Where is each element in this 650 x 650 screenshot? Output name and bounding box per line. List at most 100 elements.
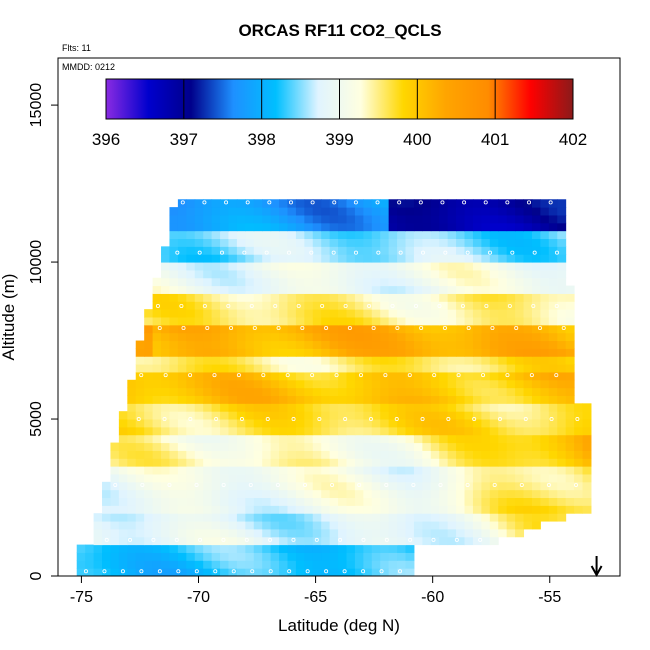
heatmap-cell [447, 364, 457, 373]
heatmap-cell [118, 505, 128, 514]
heatmap-cell [388, 364, 398, 373]
flight-track-marker [163, 373, 168, 378]
heatmap-cell [127, 489, 137, 499]
heatmap-cell [371, 473, 381, 483]
heatmap-cell [498, 199, 508, 208]
heatmap-cell [203, 379, 213, 389]
heatmap-cell [194, 230, 204, 240]
heatmap-cell [338, 568, 347, 576]
heatmap-cell [220, 348, 229, 357]
heatmap-cell [312, 348, 322, 357]
heatmap-cell [380, 513, 390, 522]
heatmap-cell [363, 324, 373, 334]
heatmap-cell [388, 301, 398, 310]
heatmap-cell [439, 442, 449, 451]
heatmap-cell [236, 246, 246, 255]
flight-track-marker [462, 200, 467, 205]
heatmap-cell [405, 262, 415, 271]
heatmap-cell [489, 238, 499, 247]
heatmap-cell [388, 277, 398, 287]
heatmap-cell [194, 340, 204, 349]
heatmap-cell [161, 379, 170, 389]
heatmap-cell [228, 395, 238, 404]
heatmap-cell [506, 442, 516, 451]
heatmap-cell [304, 387, 314, 396]
heatmap-cell [245, 199, 255, 208]
heatmap-cell [220, 466, 229, 475]
heatmap-cell [262, 568, 272, 576]
heatmap-cell [397, 505, 407, 514]
heatmap-cell [329, 348, 339, 357]
heatmap-cell [304, 332, 314, 342]
heatmap-cell [515, 238, 525, 247]
heatmap-cell [329, 364, 339, 373]
heatmap-cell [211, 246, 221, 255]
heatmap-cell [422, 199, 432, 208]
heatmap-cell [388, 442, 398, 451]
heatmap-cell [363, 254, 373, 263]
heatmap-cell [169, 238, 179, 247]
heatmap-cell [548, 207, 558, 216]
heatmap-cell [135, 379, 145, 389]
heatmap-cell [489, 317, 499, 326]
heatmap-cell [371, 489, 381, 499]
heatmap-cell [312, 277, 322, 287]
heatmap-cell [152, 528, 162, 538]
heatmap-surface [76, 199, 592, 576]
heatmap-cell [262, 230, 272, 240]
heatmap-cell [430, 387, 440, 396]
heatmap-cell [245, 411, 255, 420]
heatmap-cell [346, 552, 356, 561]
flight-track-marker [320, 304, 325, 309]
flight-track-marker [514, 325, 519, 330]
heatmap-cell [236, 544, 246, 553]
heatmap-cell [321, 513, 331, 522]
heatmap-cell [405, 387, 415, 396]
heatmap-cell [489, 348, 499, 357]
heatmap-cell [380, 497, 390, 506]
heatmap-cell [430, 489, 440, 499]
heatmap-cell [270, 419, 280, 428]
heatmap-cell [76, 552, 86, 561]
heatmap-cell [363, 442, 373, 451]
flight-track-marker [481, 373, 486, 378]
heatmap-cell [422, 505, 432, 514]
heatmap-cell [253, 513, 263, 522]
heatmap-cell [413, 364, 423, 373]
heatmap-cell [489, 285, 499, 294]
heatmap-cell [380, 379, 390, 389]
heatmap-cell [295, 356, 305, 365]
heatmap-cell [295, 403, 305, 412]
heatmap-cell [531, 301, 541, 310]
heatmap-cell [363, 207, 373, 216]
heatmap-cell [380, 364, 390, 373]
heatmap-cell [220, 568, 229, 576]
heatmap-cell [236, 238, 246, 247]
heatmap-cell [152, 466, 162, 475]
heatmap-cell [439, 214, 449, 224]
heatmap-cell [523, 254, 533, 263]
flight-track-marker [249, 304, 254, 309]
flight-track-marker [151, 537, 156, 542]
heatmap-cell [236, 356, 246, 365]
heatmap-cell [287, 426, 297, 436]
heatmap-cell [430, 426, 440, 436]
heatmap-cell [270, 450, 280, 459]
heatmap-cell [161, 419, 170, 428]
heatmap-cell [312, 262, 322, 271]
heatmap-cell [211, 269, 221, 279]
heatmap-cell [211, 199, 221, 208]
heatmap-cell [135, 340, 145, 349]
heatmap-cell [548, 497, 558, 506]
flight-track-marker [273, 304, 278, 309]
heatmap-cell [270, 442, 280, 451]
heatmap-cell [102, 481, 111, 491]
heatmap-cell [472, 356, 482, 365]
heatmap-cell [354, 340, 364, 349]
heatmap-cell [456, 246, 466, 255]
heatmap-cell [515, 473, 525, 483]
heatmap-cell [388, 426, 398, 436]
heatmap-cell [447, 395, 457, 404]
heatmap-cell [380, 568, 390, 576]
heatmap-cell [582, 497, 592, 506]
